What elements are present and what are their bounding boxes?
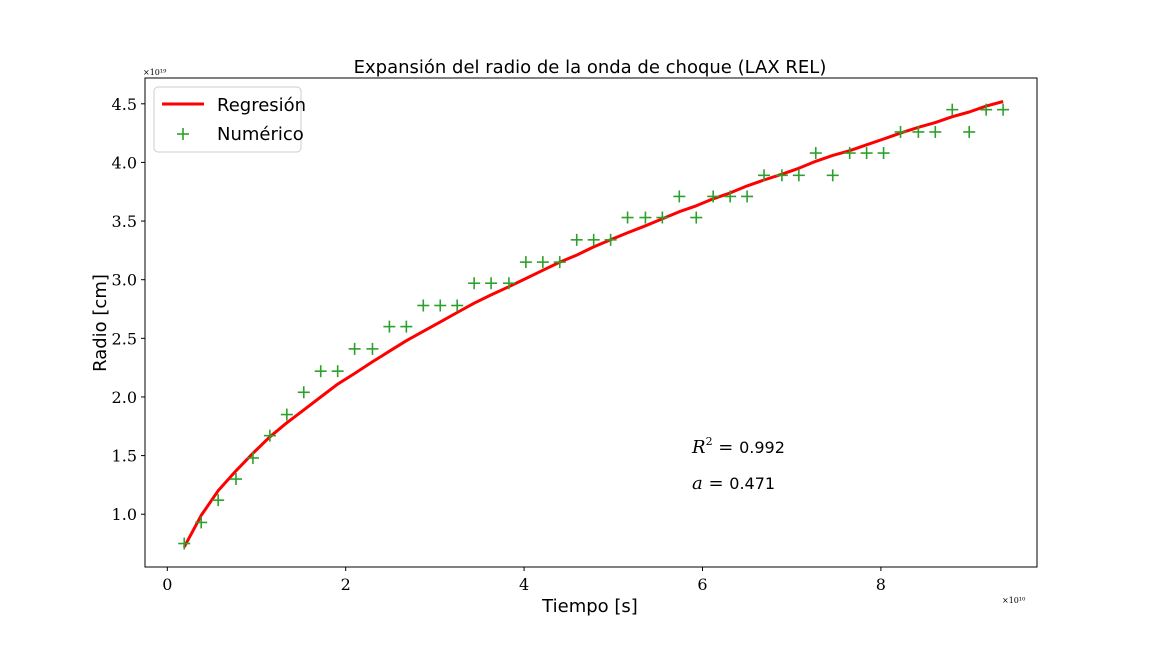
numeric-data-point	[297, 386, 310, 399]
legend-label-regression: Regresión	[217, 95, 306, 116]
numeric-data-point	[758, 169, 771, 182]
y-tick-label: 1.0	[112, 505, 137, 524]
a-symbol: a	[692, 473, 703, 494]
numeric-data-point	[400, 320, 413, 333]
regression-line	[182, 100, 1004, 548]
numeric-data-point	[621, 211, 634, 224]
numeric-data-point	[417, 299, 430, 312]
y-axis-ticks: 1.0 1.5 2.0 2.5 3.0 3.5 4.0 4.5	[112, 95, 145, 524]
x-tick-label: 2	[341, 575, 351, 594]
a-equals: =	[703, 473, 730, 494]
x-tick-label: 6	[697, 575, 707, 594]
numeric-data-point	[724, 190, 737, 203]
numeric-data-point	[775, 169, 788, 182]
numeric-data-point	[451, 299, 464, 312]
numeric-data-point	[536, 256, 549, 269]
plot-frame	[144, 77, 1038, 568]
y-tick-label: 3.5	[112, 212, 137, 231]
numeric-data-point	[843, 147, 856, 160]
x-tick-label: 4	[519, 575, 529, 594]
numeric-data-point	[229, 473, 242, 486]
numeric-data-point	[280, 408, 293, 421]
y-tick-label: 4.5	[112, 95, 137, 114]
numeric-data-point	[553, 256, 566, 269]
annotation-r-squared: R2 = 0.992	[691, 435, 785, 458]
numeric-data-point	[587, 233, 600, 246]
y-axis-label: Radio [cm]	[90, 274, 111, 372]
numeric-data-point	[604, 233, 617, 246]
y-tick-label: 2.5	[112, 329, 137, 348]
numeric-data-point	[929, 125, 942, 138]
legend-label-numeric: Numérico	[217, 124, 304, 145]
y-tick-label: 1.5	[112, 447, 137, 466]
r-squared-exponent: 2	[706, 435, 713, 448]
numeric-data-point	[485, 277, 498, 290]
numeric-data-point	[792, 169, 805, 182]
numeric-data-point	[826, 169, 839, 182]
numeric-data-point	[178, 537, 191, 550]
numeric-data-point	[314, 365, 327, 378]
numeric-data-point	[860, 147, 873, 160]
x-axis-ticks: 0 2 4 6 8	[162, 567, 886, 594]
numeric-data-point	[673, 190, 686, 203]
numeric-data-point	[690, 211, 703, 224]
numeric-data-point	[519, 256, 532, 269]
numeric-data-point	[570, 233, 583, 246]
numeric-data-point	[707, 190, 720, 203]
svg-text:R2 = 0.992: R2 = 0.992	[691, 435, 785, 458]
r-squared-equals: =	[713, 437, 740, 458]
numeric-data-point	[741, 190, 754, 203]
numeric-data-point	[246, 451, 259, 464]
numeric-data-point	[877, 147, 890, 160]
series-layer	[178, 100, 1010, 550]
y-tick-label: 2.0	[112, 388, 137, 407]
numeric-data-point	[366, 342, 379, 355]
numeric-data-point	[468, 277, 481, 290]
svg-text:a = 0.471: a = 0.471	[692, 473, 775, 494]
x-tick-label: 0	[162, 575, 172, 594]
r-squared-symbol: R	[691, 437, 706, 458]
numeric-data-point	[963, 125, 976, 138]
annotation-exponent-a: a = 0.471	[692, 473, 775, 494]
numeric-data-point	[997, 103, 1010, 116]
numeric-data-point	[946, 103, 959, 116]
numeric-data-point	[809, 147, 822, 160]
numeric-data-point	[639, 211, 652, 224]
x-tick-label: 8	[876, 575, 886, 594]
numeric-data-point	[656, 211, 669, 224]
r-squared-value: 0.992	[739, 438, 785, 457]
a-value: 0.471	[729, 474, 775, 493]
numeric-data-point	[195, 516, 208, 529]
legend-swatch-numeric	[177, 128, 189, 140]
legend: Regresión Numérico	[153, 86, 306, 153]
y-axis-multiplier: ×10¹⁹	[143, 68, 167, 77]
numeric-data-point	[912, 125, 925, 138]
numeric-data-point	[502, 277, 515, 290]
numeric-data-point	[894, 125, 907, 138]
x-axis-label: Tiempo [s]	[541, 596, 638, 617]
numeric-data-point	[980, 103, 993, 116]
numeric-data-point	[348, 342, 361, 355]
y-tick-label: 4.0	[112, 153, 137, 172]
x-axis-multiplier: ×10¹⁰	[1002, 596, 1025, 605]
numeric-data-point	[383, 320, 396, 333]
numeric-data-point	[434, 299, 447, 312]
chart-title: Expansión del radio de la onda de choque…	[354, 57, 827, 78]
numeric-data-point	[331, 365, 344, 378]
numeric-data-point	[212, 494, 225, 507]
numeric-data-point	[263, 429, 276, 442]
y-tick-label: 3.0	[112, 271, 137, 290]
